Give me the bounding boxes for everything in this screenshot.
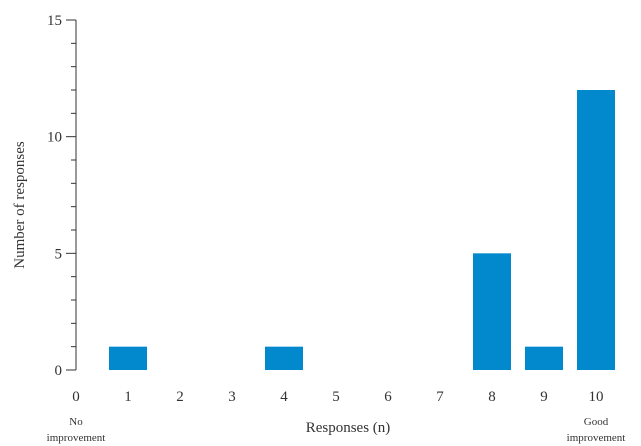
y-ticks-group: 0 5 10 15 (47, 13, 76, 379)
x-tick-label: 7 (436, 389, 444, 405)
x-tick-label: 2 (176, 389, 184, 405)
x-tick-label: 8 (488, 389, 496, 405)
x-tick-label: 6 (384, 389, 392, 405)
annotation-good-improvement: Good improvement (567, 416, 626, 444)
bar (265, 346, 303, 370)
annotation-no-improvement: No improvement (47, 416, 106, 444)
x-ticks-group: 0 1 2 3 4 5 6 7 8 9 10 (72, 389, 603, 405)
x-tick-label: 4 (280, 389, 288, 405)
bar (473, 253, 511, 370)
y-axis-title: Number of responses (12, 141, 28, 269)
x-tick-label: 1 (124, 389, 132, 405)
x-axis-title: Responses (n) (306, 420, 391, 436)
y-tick-label: 5 (55, 246, 63, 262)
bar (525, 346, 563, 370)
x-tick-label: 3 (228, 389, 236, 405)
y-tick-label: 10 (47, 130, 62, 146)
bar (577, 90, 615, 370)
x-tick-label: 10 (589, 389, 604, 405)
y-tick-label: 15 (47, 13, 62, 29)
x-tick-label: 9 (540, 389, 548, 405)
y-tick-label: 0 (55, 363, 63, 379)
bar (109, 346, 147, 370)
x-tick-label: 5 (332, 389, 340, 405)
x-tick-label: 0 (72, 389, 80, 405)
bars-group (109, 90, 615, 370)
